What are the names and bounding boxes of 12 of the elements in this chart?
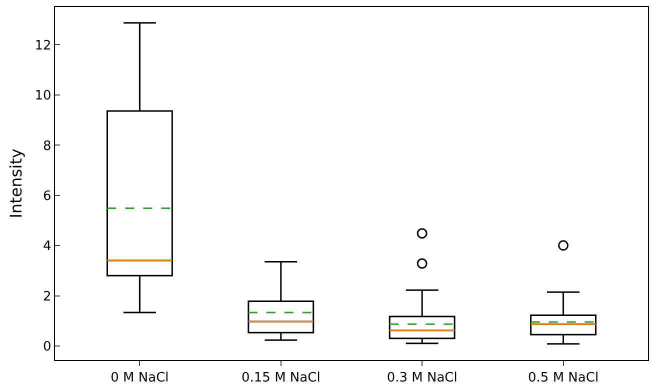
- y-tick-label: 8: [43, 138, 52, 154]
- x-tick-label: 0.3 M NaCl: [386, 370, 458, 386]
- y-tick-label: 4: [43, 239, 52, 254]
- y-axis-title: Intensity: [6, 148, 26, 218]
- y-tick-label: 10: [34, 88, 52, 104]
- x-tick-label: 0.15 M NaCl: [241, 370, 320, 386]
- y-tick-label: 6: [43, 188, 52, 204]
- x-tick-label: 0.5 M NaCl: [528, 370, 599, 386]
- y-tick-label: 2: [43, 289, 52, 304]
- y-tick-label: 0: [43, 340, 52, 355]
- x-tick-label: 0 M NaCl: [110, 370, 169, 386]
- y-tick-label: 12: [34, 38, 52, 54]
